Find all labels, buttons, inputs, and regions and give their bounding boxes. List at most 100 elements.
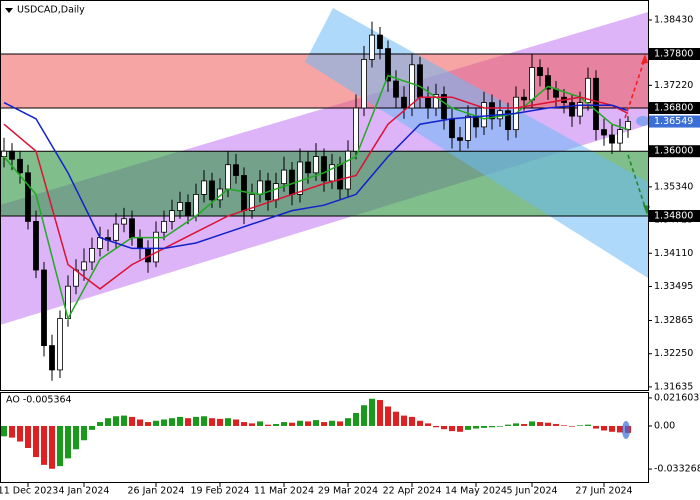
ao-bar — [65, 425, 71, 459]
ao-bar — [505, 424, 511, 426]
main-frame — [0, 0, 649, 391]
candle-body — [569, 102, 575, 117]
x-tick-label: 22 Apr 2024 — [383, 486, 442, 497]
candle-body — [201, 180, 207, 195]
candle-body — [153, 231, 159, 263]
y-tick-label: 1.37220 — [654, 80, 693, 91]
candle-body — [9, 150, 15, 160]
level-box — [649, 48, 700, 61]
candle-body — [225, 164, 231, 190]
x-tick-label: 27 Jun 2024 — [575, 486, 632, 497]
candle-body — [425, 96, 431, 109]
candle-body — [169, 210, 175, 222]
x-tick-label: 29 Mar 2024 — [318, 486, 378, 497]
ao-bar — [49, 425, 55, 469]
candle-body — [257, 180, 263, 195]
ao-bar — [425, 423, 431, 426]
ao-bar — [377, 400, 383, 426]
ao-bar — [9, 425, 15, 438]
ao-bar — [569, 425, 575, 427]
candle-body — [297, 161, 303, 195]
candle-body — [57, 318, 63, 371]
ao-title: AO -0.005364 — [6, 395, 72, 406]
ao-bar — [153, 420, 159, 426]
ao-bar — [529, 421, 535, 426]
ao-bar — [489, 425, 495, 428]
ao-bar — [137, 419, 143, 426]
ao-bar — [433, 425, 439, 428]
candle-body — [305, 161, 311, 174]
candle-body — [417, 64, 423, 98]
candle-body — [585, 77, 591, 104]
ao-bar — [473, 425, 479, 429]
ao-bar — [585, 424, 591, 426]
ao-bar — [369, 398, 375, 426]
menu-triangle — [5, 8, 13, 13]
ao-bar — [25, 425, 31, 448]
candle-body — [521, 96, 527, 101]
ao-bar — [209, 418, 215, 426]
candle-body — [273, 183, 279, 201]
x-tick-label: 14 May 2024 — [445, 486, 507, 497]
ao-bar — [441, 425, 447, 430]
y-tick-label: 1.34110 — [654, 248, 693, 259]
candle-body — [385, 48, 391, 82]
ao-bar — [185, 418, 191, 426]
candle-body — [401, 96, 407, 109]
current-price-box — [649, 115, 700, 128]
ao-bar — [609, 425, 615, 432]
ao-bar — [297, 420, 303, 426]
candle-body — [377, 34, 383, 50]
candle-body — [113, 223, 119, 241]
candle-body — [193, 194, 199, 217]
down-arrow — [627, 154, 647, 211]
candle-body — [545, 75, 551, 90]
level-label: 1.36000 — [654, 146, 693, 157]
candle-body — [505, 110, 511, 131]
ao-frame — [0, 392, 649, 483]
level-label: 1.36800 — [654, 103, 693, 114]
candle-body — [241, 175, 247, 212]
level-box — [649, 145, 700, 158]
x-tick-label: 11 Mar 2024 — [254, 486, 314, 497]
candle-body — [433, 94, 439, 109]
current-price-label: 1.36549 — [654, 116, 693, 127]
candle-body — [489, 102, 495, 120]
ao-bar — [345, 418, 351, 426]
candle-body — [345, 150, 351, 190]
ao-bar — [17, 425, 23, 442]
ao-bar — [393, 411, 399, 426]
level-label: 1.37800 — [654, 49, 693, 60]
ao-bar — [57, 425, 63, 467]
candle-body — [89, 248, 95, 263]
ao-bar — [353, 413, 359, 426]
ao-bar — [305, 421, 311, 426]
candle-body — [369, 34, 375, 60]
candle-body — [609, 134, 615, 144]
ao-bar — [409, 416, 415, 426]
y-tick-label: 1.32865 — [654, 315, 693, 326]
candle-body — [409, 64, 415, 109]
ao-y-tick-label: 0.021603 — [654, 392, 699, 403]
ao-bar — [273, 424, 279, 426]
candle-body — [33, 221, 39, 271]
candle-body — [313, 156, 319, 174]
candle-body — [537, 67, 543, 77]
candle-body — [41, 269, 47, 347]
ao-bar — [521, 424, 527, 426]
ao-bar — [457, 425, 463, 432]
candle-body — [577, 102, 583, 117]
ao-bar — [313, 420, 319, 426]
candle-body — [49, 345, 55, 371]
ao-bar — [561, 425, 567, 426]
ao-y-tick-label: 0.00 — [654, 420, 675, 431]
candle-body — [465, 115, 471, 141]
y-tick-label: 1.32250 — [654, 348, 693, 359]
moving-average — [3, 74, 629, 321]
ao-bar — [385, 406, 391, 426]
ao-bar — [593, 425, 599, 429]
level-box — [649, 102, 700, 115]
ao-bar — [1, 425, 7, 437]
ao-bar — [481, 425, 487, 428]
